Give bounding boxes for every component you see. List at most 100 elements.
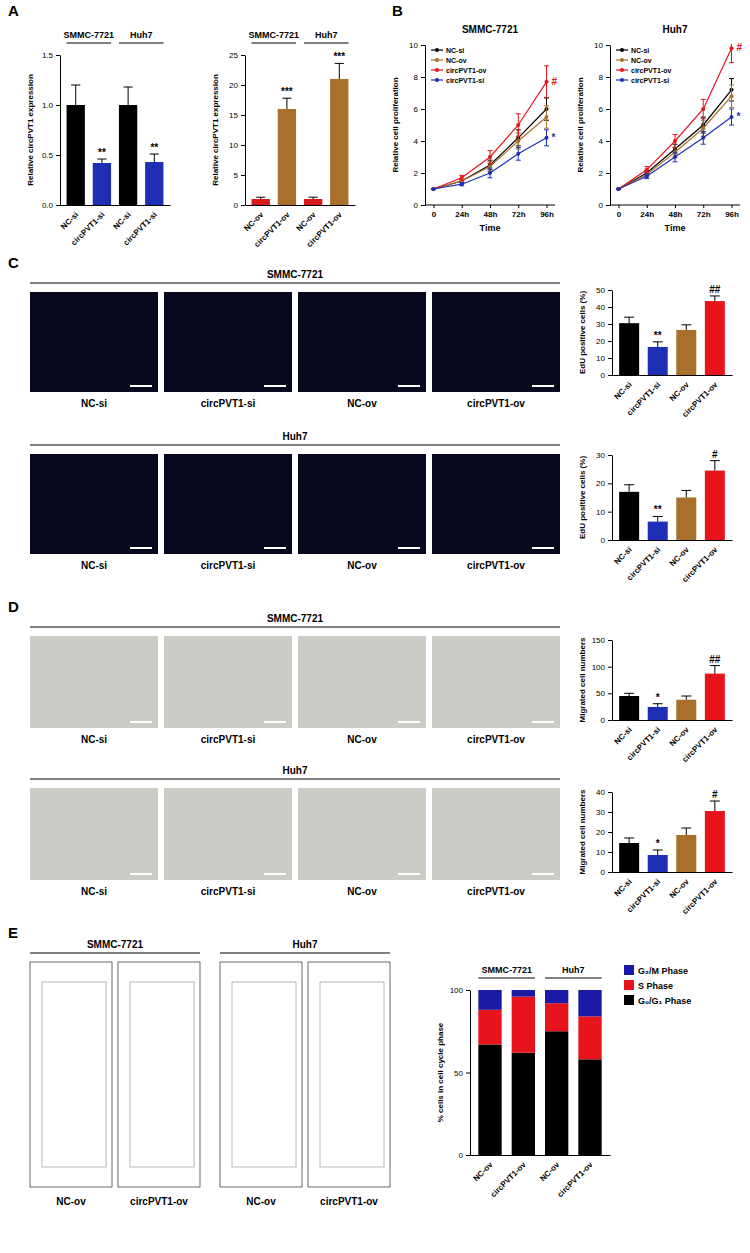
tick-label: NC-si xyxy=(613,545,634,566)
tick: 96h xyxy=(725,205,739,219)
micrograph xyxy=(432,788,560,880)
error-bar xyxy=(729,85,734,107)
y-axis: 050100150 xyxy=(592,636,613,725)
tick: 24h xyxy=(455,205,469,219)
error-bar xyxy=(71,85,80,105)
flow-caption: NC-ov xyxy=(246,1196,276,1207)
error-cap xyxy=(673,161,678,162)
group-label: SMMC-7721 xyxy=(481,965,532,975)
error-bar xyxy=(653,850,663,855)
image-caption: circPVT1-si xyxy=(201,560,256,571)
tick-label: circPVT1-si xyxy=(625,380,662,417)
error-bar xyxy=(459,183,464,186)
error-bar xyxy=(624,317,634,323)
tick-label: 25 xyxy=(229,51,238,60)
significance: * xyxy=(737,111,741,122)
error-stem xyxy=(339,63,340,79)
error-cap xyxy=(544,145,549,146)
tick: 20 xyxy=(596,337,612,346)
error-cap xyxy=(653,341,663,342)
error-bar xyxy=(710,296,720,301)
tick-label: 2 xyxy=(414,169,419,178)
x-axis-title: Time xyxy=(480,223,501,233)
tick: 10 xyxy=(596,354,612,363)
tick: NC-si xyxy=(613,375,634,401)
x-axis: NC-ovcircPVT1-ovNC-ovcircPVT1-ov xyxy=(242,205,355,249)
tick-label: 24h xyxy=(640,210,654,219)
image-caption: NC-si xyxy=(81,560,107,571)
bar xyxy=(619,323,639,375)
error-stem xyxy=(629,838,630,843)
x-axis: NC-sicircPVT1-siNC-ovcircPVT1-ov xyxy=(613,872,733,916)
tick: 40 xyxy=(596,303,612,312)
tick-label: 30 xyxy=(596,808,605,817)
error-cap xyxy=(644,178,649,179)
y-axis-title: Migrated cell numbers xyxy=(578,637,587,722)
error-stem xyxy=(154,154,155,162)
legend-label: G₀/G₁ Phase xyxy=(638,996,691,1006)
image-caption: NC-ov xyxy=(347,398,377,409)
y-axis: 050100 xyxy=(450,986,471,1160)
error-stem xyxy=(714,801,715,811)
y-axis-title: Relative circPVT1 expression xyxy=(211,74,220,186)
title-rule xyxy=(220,953,390,954)
tick-mark xyxy=(675,205,676,208)
error-bar xyxy=(653,516,663,521)
tick: NC-ov xyxy=(668,720,691,748)
error-cap xyxy=(701,120,706,121)
micrograph xyxy=(164,454,292,554)
marker xyxy=(730,115,734,119)
tick-mark xyxy=(421,109,425,110)
tick-mark xyxy=(618,205,619,208)
tick: 8 xyxy=(414,73,425,82)
error-bar xyxy=(624,485,634,492)
axis-line xyxy=(613,720,733,721)
title-rule xyxy=(30,953,200,954)
tick-mark xyxy=(608,455,612,456)
bar xyxy=(145,162,163,205)
micrograph xyxy=(298,454,426,554)
tick-mark xyxy=(56,105,60,106)
flow-histogram xyxy=(308,962,390,1187)
error-cap xyxy=(544,97,549,98)
tick-label: circPVT1-ov xyxy=(252,210,291,249)
y-axis-title: Relative circPVT1 expression xyxy=(26,74,35,186)
legend-marker xyxy=(620,58,624,62)
series-line xyxy=(618,48,731,189)
error-cap xyxy=(624,693,634,694)
x-axis: 024h48h72h96h xyxy=(610,205,740,219)
y-axis: 0510152025 xyxy=(229,51,245,210)
group-label: Huh7 xyxy=(130,30,153,40)
error-stem xyxy=(128,87,129,105)
tick: 6 xyxy=(599,105,610,114)
tick-mark xyxy=(606,45,610,46)
bar-chart: *#NC-sicircPVT1-siNC-ovcircPVT1-ov010203… xyxy=(578,788,733,916)
tick: 10 xyxy=(229,141,245,150)
error-cap xyxy=(124,87,133,88)
error-bar xyxy=(335,63,344,79)
bar xyxy=(93,163,111,205)
micrograph xyxy=(432,636,560,728)
tick: 0.5 xyxy=(42,151,60,160)
error-bar xyxy=(673,152,678,162)
bar xyxy=(619,492,639,540)
tick: 0 xyxy=(617,205,622,219)
tick-mark xyxy=(462,205,463,208)
tick: NC-ov xyxy=(242,205,265,233)
tick: circPVT1-si xyxy=(69,205,106,247)
error-cap xyxy=(624,484,634,485)
significance: *** xyxy=(281,86,293,97)
figure-layout: ABCDESMMC-7721NC-sicircPVT1-siNC-ovcircP… xyxy=(8,2,560,1207)
tick: 0 xyxy=(601,716,612,725)
legend-label: circPVT1-ov xyxy=(446,67,487,74)
axis-line xyxy=(60,56,61,206)
error-bar xyxy=(150,154,159,162)
flow-plot-frame xyxy=(130,982,194,1167)
significance: # xyxy=(712,789,718,800)
image-row-title: SMMC-7721 xyxy=(267,269,324,280)
bar xyxy=(705,674,725,720)
tick-mark xyxy=(421,141,425,142)
axis-line xyxy=(613,540,733,541)
micrograph xyxy=(432,454,560,554)
micrograph xyxy=(298,636,426,728)
